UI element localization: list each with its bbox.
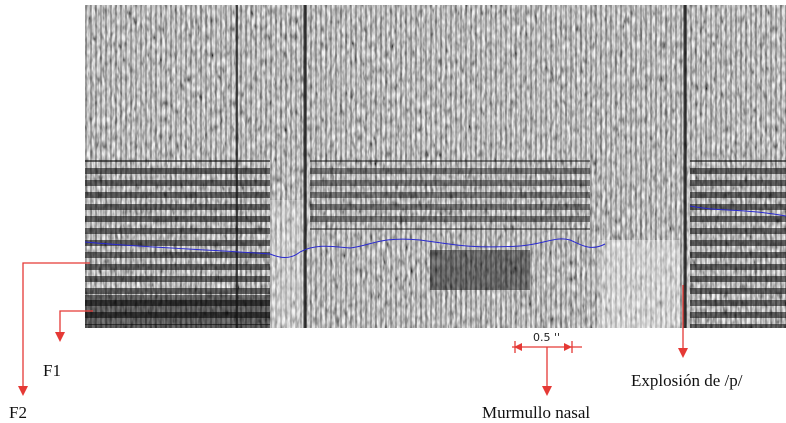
murmullo-label: Murmullo nasal [482,403,590,422]
arrowhead [678,348,688,358]
scale-bracket [512,341,582,388]
scale-label: 0.5 '' [533,331,560,344]
f1-label: F1 [43,361,61,380]
f2-label: F2 [9,403,27,422]
spectrogram [85,5,786,328]
arrowhead [542,386,552,396]
arrowhead [55,332,65,342]
pitch-line [84,205,786,258]
annotations: F2 F1 0.5 '' Murmullo nasal Explosión de… [9,262,743,422]
f2-pointer [22,262,90,388]
arrowhead [18,386,28,396]
f1-pointer [59,310,93,334]
explosion-label: Explosión de /p/ [631,371,743,390]
